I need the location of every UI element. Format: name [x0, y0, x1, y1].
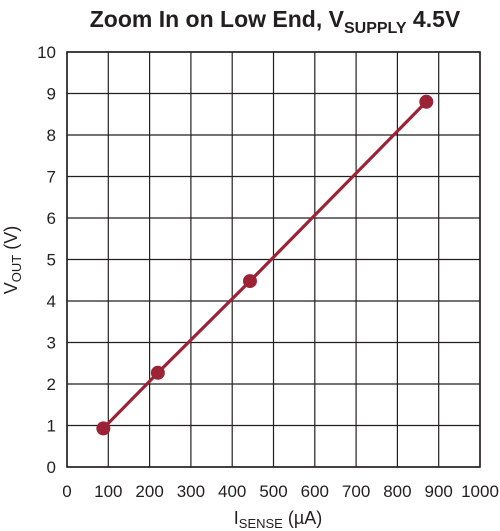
x-tick-labels: 0 100 200 300 400 500 600 700 800 900 1000 [62, 482, 499, 501]
x-axis-label: ISENSE (µA) [234, 508, 322, 531]
y-tick-label: 7 [47, 168, 56, 187]
y-tick-label: 5 [47, 251, 56, 270]
y-axis-label-suffix: (V) [1, 226, 21, 255]
data-point [242, 274, 257, 289]
y-tick-label: 0 [47, 458, 56, 477]
y-axis-label-main: V [1, 282, 21, 294]
x-tick-label: 1000 [461, 482, 499, 501]
x-tick-label: 0 [62, 482, 71, 501]
x-axis-label-subscript: SENSE [239, 516, 283, 531]
y-tick-label: 2 [47, 375, 56, 394]
chart-title-suffix: 4.5V [407, 6, 461, 32]
chart-title: Zoom In on Low End, VSUPPLY 4.5V [90, 6, 461, 37]
series-layer [96, 94, 434, 436]
data-point [96, 421, 111, 436]
x-tick-label: 900 [425, 482, 453, 501]
x-tick-label: 400 [218, 482, 246, 501]
x-tick-label: 100 [94, 482, 122, 501]
series-line [101, 100, 428, 430]
y-tick-label: 3 [47, 334, 56, 353]
y-axis-label-subscript: OUT [9, 255, 24, 283]
x-axis-label-main: I [234, 508, 239, 528]
y-tick-label: 8 [47, 126, 56, 145]
y-axis-label: VOUT (V) [1, 226, 24, 294]
x-tick-label: 500 [259, 482, 287, 501]
y-tick-labels: 0 1 2 3 4 5 6 7 8 9 10 [37, 43, 56, 477]
data-point [419, 94, 434, 109]
x-axis-label-suffix: (µA) [283, 508, 322, 528]
y-tick-label: 1 [47, 417, 56, 436]
x-tick-label: 200 [135, 482, 163, 501]
y-tick-label: 10 [37, 43, 56, 62]
y-tick-label: 4 [47, 292, 56, 311]
x-tick-label: 600 [301, 482, 329, 501]
x-tick-label: 700 [342, 482, 370, 501]
x-tick-label: 800 [383, 482, 411, 501]
data-point [150, 365, 165, 380]
y-tick-label: 6 [47, 209, 56, 228]
grid-lines [66, 51, 481, 468]
plot-frame [66, 51, 481, 468]
chart-title-subscript: SUPPLY [344, 20, 407, 37]
x-tick-label: 300 [177, 482, 205, 501]
chart-title-main: Zoom In on Low End, V [90, 6, 345, 32]
y-tick-label: 9 [47, 85, 56, 104]
